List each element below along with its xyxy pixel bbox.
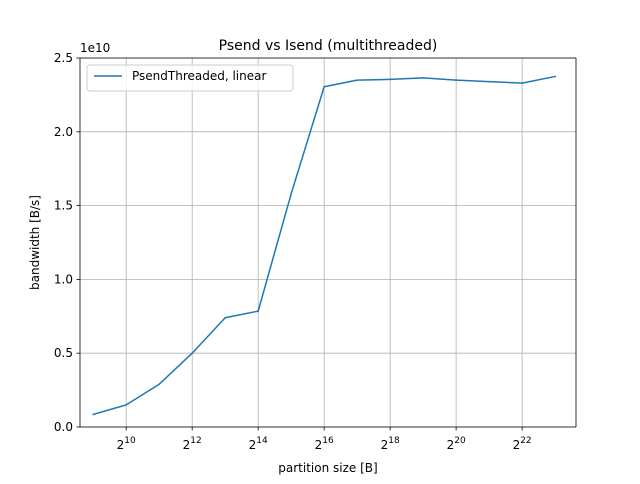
plot-area [80,58,576,427]
x-tick-exponent: 10 [124,436,136,446]
x-axis-label: partition size [B] [278,461,377,475]
x-tick-label: 218 [381,436,400,452]
data-point [224,317,226,319]
x-tick-base: 2 [117,438,125,452]
x-tick-label: 220 [447,436,466,452]
y-tick-label: 1.0 [54,272,73,286]
data-point [422,77,424,79]
data-point [92,413,94,416]
x-tick-exponent: 14 [256,436,268,446]
x-tick-label: 212 [183,436,202,452]
data-point [125,404,127,406]
x-tick-base: 2 [447,438,455,452]
x-tick-base: 2 [513,438,521,452]
legend: PsendThreaded, linear [86,64,294,92]
data-point [191,352,193,354]
x-tick-label: 222 [513,436,532,452]
data-point [323,86,325,88]
x-tick-base: 2 [249,438,257,452]
x-tick-exponent: 12 [190,436,201,446]
x-tick-label: 214 [249,436,268,452]
x-tick-base: 2 [183,438,191,452]
data-point [389,78,391,81]
x-tick-exponent: 18 [388,436,400,446]
legend-box [86,64,294,92]
y-offset-text: 1e10 [80,41,110,55]
data-point [257,310,259,312]
chart-title: Psend vs Isend (multithreaded) [219,38,438,54]
data-point [521,82,523,84]
y-tick-label: 0.0 [54,420,73,434]
data-point [356,79,358,81]
y-axis-label: bandwidth [B/s] [28,195,42,290]
x-tick-base: 2 [381,438,389,452]
series-layer [92,75,556,416]
y-tick-label: 2.5 [54,51,73,65]
x-tick-exponent: 20 [454,436,466,446]
x-tick-exponent: 16 [322,436,334,446]
x-tick-base: 2 [315,438,323,452]
x-tick-exponent: 22 [520,436,531,446]
axes-spines [79,57,577,428]
data-point [488,80,490,83]
y-tick-label: 2.0 [54,125,73,139]
y-tick-label: 0.5 [54,346,73,360]
data-point [290,193,292,195]
data-point [455,79,457,81]
legend-label: PsendThreaded, linear [132,69,266,83]
x-tick-label: 210 [117,436,136,452]
x-tick-label: 216 [315,436,334,452]
y-tick-label: 1.5 [54,199,73,213]
data-point [158,383,160,385]
data-point [554,75,556,78]
